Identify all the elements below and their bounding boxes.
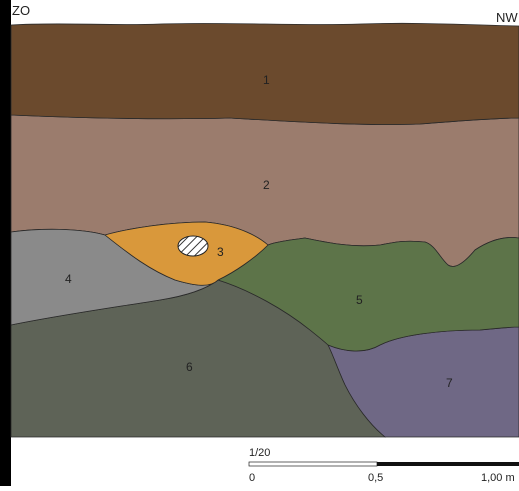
layer-6-label: 6	[186, 360, 193, 374]
layer-3-label: 3	[217, 245, 224, 259]
scale-bar-black-segment	[377, 462, 519, 466]
scale-bar: 1/20 0 0,5 1,00 m	[248, 447, 519, 484]
scale-ratio: 1/20	[249, 447, 270, 459]
scale-tick-0: 0	[249, 472, 255, 484]
layer-7-label: 7	[446, 376, 453, 390]
layer-1-label: 1	[263, 73, 270, 87]
orientation-left-label: ZO	[12, 3, 30, 18]
left-frame-bar	[0, 0, 11, 486]
layer-1	[10, 22, 519, 125]
layer-2-label: 2	[263, 178, 270, 192]
scale-tick-2: 1,00 m	[481, 472, 515, 484]
scale-bar-white-segment	[248, 461, 378, 467]
hatched-inclusion	[177, 235, 209, 257]
layer-5	[216, 237, 519, 352]
orientation-right-label: NW	[496, 10, 518, 25]
layer-4-label: 4	[65, 272, 72, 286]
scale-tick-1: 0,5	[368, 472, 383, 484]
layer-5-label: 5	[356, 293, 363, 307]
